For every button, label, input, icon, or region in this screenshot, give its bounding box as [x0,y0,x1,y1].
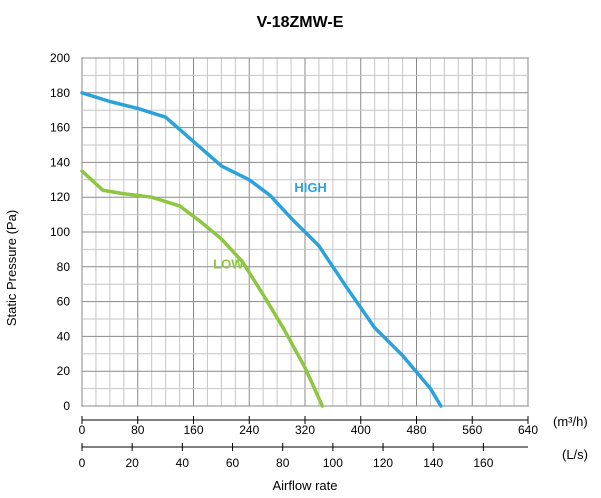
x-tick-label-primary: 80 [131,423,145,437]
x-tick-label-primary: 0 [79,423,86,437]
y-axis-ticks: 0 20 40 60 80 100 120 140 160 180 200 [50,51,70,413]
y-tick-label: 0 [63,399,70,413]
x-axis-title: Airflow rate [272,478,337,493]
y-tick-label: 120 [50,190,70,204]
x-unit-secondary: (L/s) [562,447,588,462]
series-line-low [80,169,325,408]
x-tick-label-primary: 240 [239,423,259,437]
y-tick-label: 60 [57,295,71,309]
series-labels: HIGH LOW [213,180,327,272]
y-tick-label: 20 [57,364,71,378]
grid [81,57,529,407]
x-tick-label-secondary: 120 [373,456,393,470]
y-tick-label: 180 [50,86,70,100]
y-tick-label: 140 [50,155,70,169]
series-label-high: HIGH [294,180,327,195]
x-axis-ticks-primary: 0 80 160 240 320 400 480 560 640 [79,416,538,437]
x-tick-label-primary: 160 [183,423,203,437]
y-tick-label: 80 [57,260,71,274]
y-axis-title: Static Pressure (Pa) [4,210,19,326]
series-label-low: LOW [213,257,244,272]
x-tick-label-primary: 640 [518,423,538,437]
series-group [80,91,443,408]
series-line-high [80,91,443,408]
chart-title: V-18ZMW-E [257,14,344,31]
y-tick-label: 100 [50,225,70,239]
y-tick-label: 200 [50,51,70,65]
x-tick-label-secondary: 100 [323,456,343,470]
x-tick-label-primary: 560 [462,423,482,437]
x-tick-label-secondary: 160 [473,456,493,470]
x-tick-label-primary: 400 [351,423,371,437]
x-tick-label-secondary: 20 [125,456,139,470]
x-tick-label-secondary: 140 [423,456,443,470]
x-tick-label-secondary: 80 [276,456,290,470]
x-tick-label-primary: 320 [295,423,315,437]
x-tick-label-secondary: 60 [226,456,240,470]
x-tick-label-secondary: 40 [176,456,190,470]
y-tick-label: 160 [50,121,70,135]
y-tick-label: 40 [57,329,71,343]
x-unit-primary: (m³/h) [553,414,588,429]
x-tick-label-primary: 480 [406,423,426,437]
x-tick-label-secondary: 0 [79,456,86,470]
